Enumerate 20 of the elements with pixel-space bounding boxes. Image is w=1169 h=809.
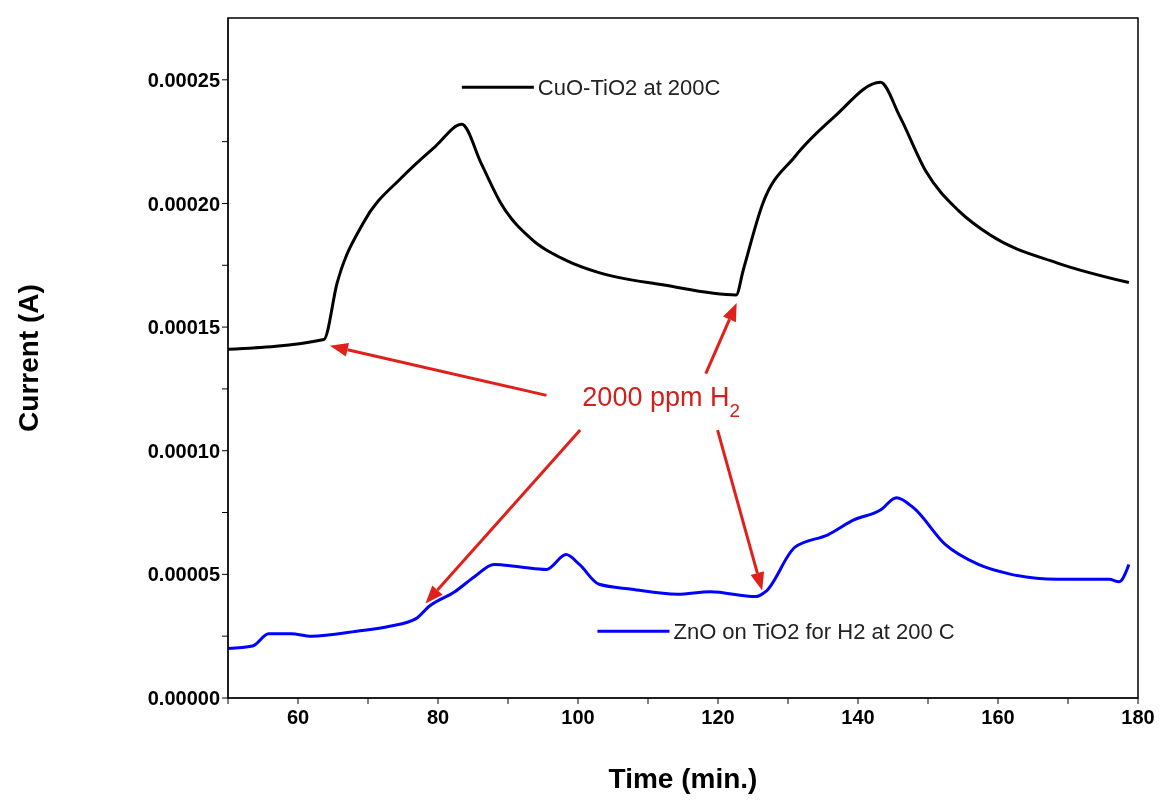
x-tick-label: 180: [1121, 706, 1155, 729]
legend-label: CuO-TiO2 at 200C: [537, 75, 721, 101]
x-tick-label: 120: [701, 706, 735, 729]
y-tick-label: 0.00020: [147, 192, 220, 215]
y-tick-label: 0.00000: [147, 687, 220, 710]
x-tick-label: 100: [561, 706, 595, 729]
y-tick-label: 0.00010: [147, 439, 220, 462]
annotation: 2000 ppm H$_{2}$: [582, 381, 740, 421]
y-tick-label: 0.00025: [147, 68, 220, 91]
line-series: [228, 80, 1131, 351]
x-tick-label: 140: [841, 706, 875, 729]
y-tick-label: 0.00005: [147, 563, 220, 586]
x-tick-label: 80: [426, 706, 450, 729]
legend-label: ZnO on TiO2 for H2 at 200 C: [673, 619, 955, 645]
x-tick-label: 60: [286, 706, 310, 729]
x-axis-title: Time (min.): [608, 763, 758, 794]
line-series: [228, 496, 1131, 651]
x-tick-label: 160: [981, 706, 1015, 729]
y-axis-title: Current (A): [12, 284, 44, 432]
y-tick-label: 0.00015: [147, 316, 220, 339]
